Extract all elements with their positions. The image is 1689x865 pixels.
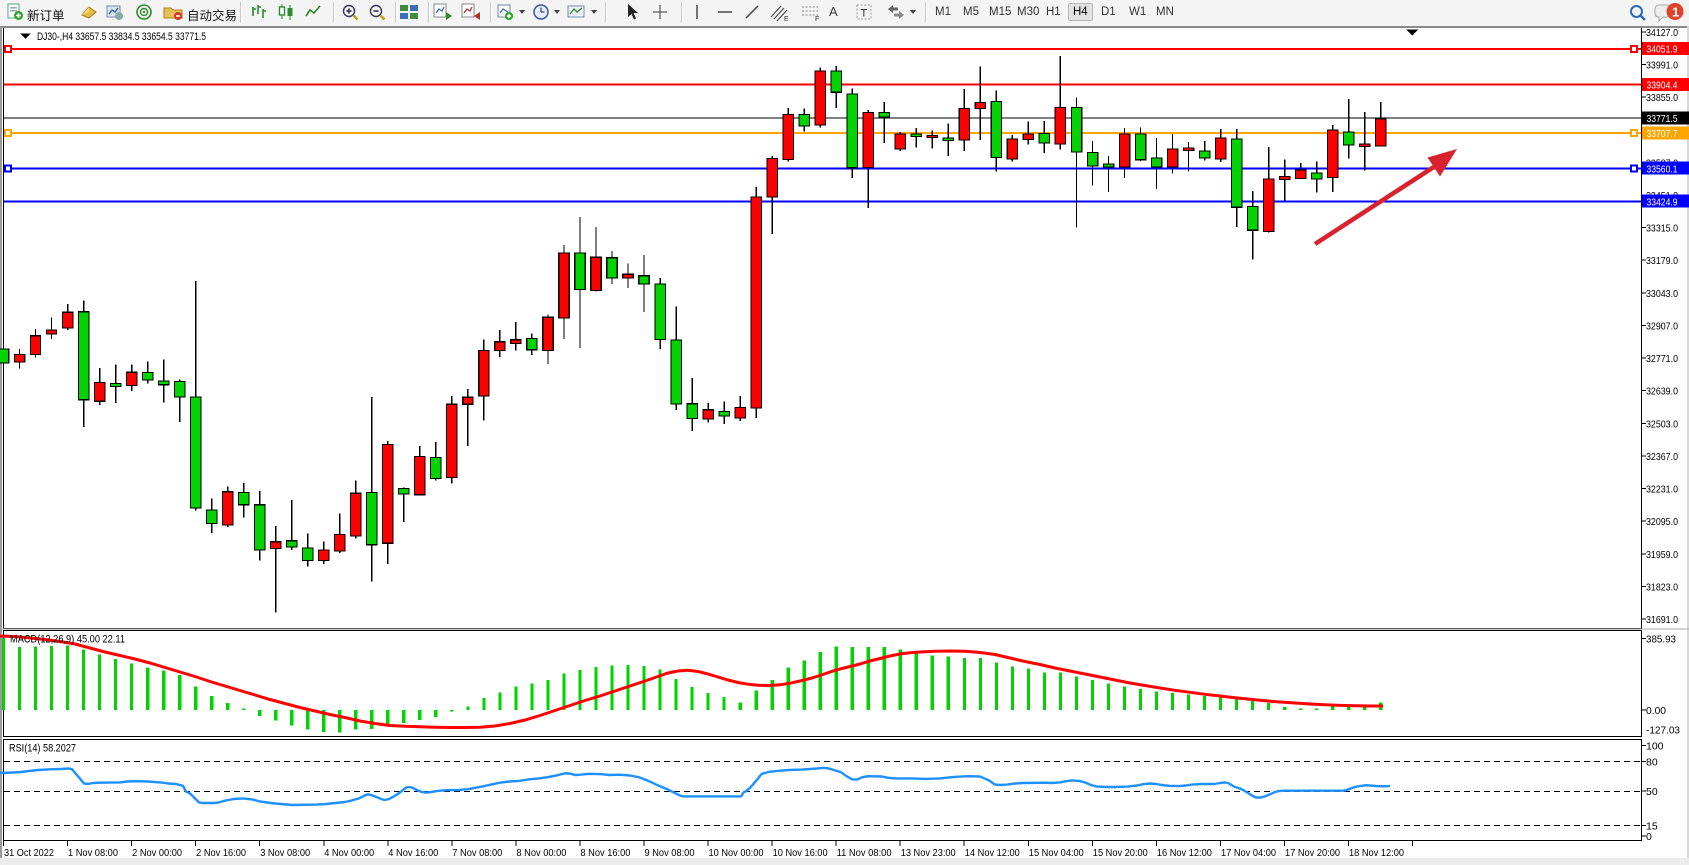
svg-text:33315.0: 33315.0 (1646, 223, 1678, 235)
svg-text:50: 50 (1646, 786, 1658, 798)
svg-text:32367.0: 32367.0 (1646, 451, 1678, 463)
svg-text:16 Nov 12:00: 16 Nov 12:00 (1157, 847, 1212, 859)
svg-text:33424.9: 33424.9 (1647, 196, 1678, 208)
svg-text:32639.0: 32639.0 (1646, 386, 1678, 398)
svg-text:15: 15 (1646, 821, 1658, 833)
svg-text:14 Nov 12:00: 14 Nov 12:00 (965, 847, 1020, 859)
svg-text:33904.4: 33904.4 (1647, 80, 1678, 92)
svg-text:E: E (784, 16, 789, 22)
svg-text:7 Nov 08:00: 7 Nov 08:00 (452, 847, 502, 859)
svg-text:9 Nov 08:00: 9 Nov 08:00 (645, 847, 695, 859)
svg-text:33855.0: 33855.0 (1646, 92, 1678, 104)
svg-text:1: 1 (1672, 5, 1679, 20)
svg-text:385.93: 385.93 (1646, 633, 1676, 645)
svg-text:34127.0: 34127.0 (1646, 27, 1678, 39)
svg-text:0: 0 (1646, 831, 1652, 843)
svg-text:31691.0: 31691.0 (1646, 614, 1678, 626)
svg-text:32231.0: 32231.0 (1646, 484, 1678, 496)
svg-text:31959.0: 31959.0 (1646, 549, 1678, 561)
svg-text:11 Nov 08:00: 11 Nov 08:00 (837, 847, 892, 859)
svg-text:33560.1: 33560.1 (1647, 163, 1678, 175)
svg-text:33179.0: 33179.0 (1646, 255, 1678, 267)
svg-text:3 Nov 08:00: 3 Nov 08:00 (260, 847, 310, 859)
svg-text:31 Oct 2022: 31 Oct 2022 (4, 847, 54, 859)
svg-text:34051.9: 34051.9 (1647, 44, 1678, 56)
svg-text:32907.0: 32907.0 (1646, 321, 1678, 333)
svg-text:15 Nov 04:00: 15 Nov 04:00 (1029, 847, 1084, 859)
svg-text:32771.0: 32771.0 (1646, 353, 1678, 365)
svg-text:33991.0: 33991.0 (1646, 59, 1678, 71)
svg-text:-127.03: -127.03 (1646, 725, 1680, 737)
svg-text:32095.0: 32095.0 (1646, 516, 1678, 528)
svg-text:33771.5: 33771.5 (1647, 113, 1678, 125)
svg-text:MACD(12,26,9) 45.00 22.11: MACD(12,26,9) 45.00 22.11 (10, 634, 125, 646)
svg-text:80: 80 (1646, 756, 1658, 768)
svg-text:31823.0: 31823.0 (1646, 582, 1678, 594)
svg-text:18 Nov 12:00: 18 Nov 12:00 (1349, 847, 1404, 859)
svg-text:DJ30-,H4 33657.5 33834.5 3365: DJ30-,H4 33657.5 33834.5 33654.5 33771.5 (37, 31, 206, 43)
svg-text:8 Nov 00:00: 8 Nov 00:00 (516, 847, 566, 859)
svg-text:T: T (861, 8, 868, 20)
svg-text:10 Nov 00:00: 10 Nov 00:00 (709, 847, 764, 859)
svg-text:0.00: 0.00 (1646, 705, 1666, 717)
svg-text:17 Nov 20:00: 17 Nov 20:00 (1285, 847, 1340, 859)
svg-text:100: 100 (1646, 741, 1664, 753)
svg-text:4 Nov 16:00: 4 Nov 16:00 (388, 847, 438, 859)
svg-text:1 Nov 08:00: 1 Nov 08:00 (68, 847, 118, 859)
svg-text:RSI(14) 58.2027: RSI(14) 58.2027 (9, 743, 76, 755)
svg-text:32503.0: 32503.0 (1646, 418, 1678, 430)
svg-text:17 Nov 04:00: 17 Nov 04:00 (1221, 847, 1276, 859)
svg-text:2 Nov 00:00: 2 Nov 00:00 (132, 847, 182, 859)
svg-text:F: F (815, 16, 819, 22)
svg-text:33043.0: 33043.0 (1646, 288, 1678, 300)
svg-text:4 Nov 00:00: 4 Nov 00:00 (324, 847, 374, 859)
svg-text:13 Nov 23:00: 13 Nov 23:00 (901, 847, 956, 859)
svg-text:33707.7: 33707.7 (1647, 128, 1678, 140)
svg-text:8 Nov 16:00: 8 Nov 16:00 (580, 847, 630, 859)
svg-text:10 Nov 16:00: 10 Nov 16:00 (773, 847, 828, 859)
svg-text:2 Nov 16:00: 2 Nov 16:00 (196, 847, 246, 859)
svg-text:15 Nov 20:00: 15 Nov 20:00 (1093, 847, 1148, 859)
